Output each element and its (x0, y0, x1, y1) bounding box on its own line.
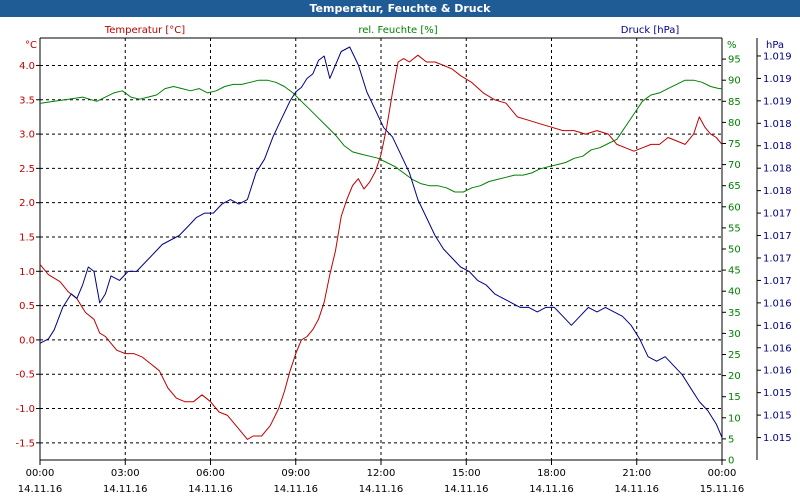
hum-tick-label: 95 (728, 55, 741, 66)
temp-tick-label: -1.0 (15, 404, 35, 415)
grid (40, 38, 722, 460)
x-tick-label-time: 12:00 (367, 468, 396, 479)
x-tick-label-date: 14.11.16 (273, 484, 318, 495)
hum-tick-label: 40 (728, 287, 741, 298)
press-tick-label: 1.019 (763, 74, 792, 85)
hum-tick-label: 60 (728, 202, 741, 213)
press-tick-label: 1.019 (763, 96, 792, 107)
x-tick-label-date: 14.11.16 (188, 484, 233, 495)
press-tick-label: 1.017 (763, 253, 792, 264)
press-tick-label: 1.018 (763, 164, 792, 175)
hum-tick-label: 65 (728, 181, 741, 192)
press-tick-label: 1.015 (763, 388, 792, 399)
x-tick-label-time: 09:00 (281, 468, 310, 479)
hum-tick-label: 45 (728, 266, 741, 277)
hum-tick-label: 5 (728, 434, 734, 445)
press-tick-label: 1.017 (763, 209, 792, 220)
x-tick-label-date: 14.11.16 (359, 484, 404, 495)
temp-tick-label: 0.0 (19, 335, 35, 346)
press-tick-label: 1.018 (763, 186, 792, 197)
x-tick-label-time: 18:00 (537, 468, 566, 479)
x-tick-label-time: 03:00 (111, 468, 140, 479)
x-tick-label-date: 14.11.16 (444, 484, 489, 495)
temp-axis-unit: °C (25, 40, 37, 51)
temp-tick-label: 4.0 (19, 61, 35, 72)
plot-frame (39, 37, 758, 461)
hum-tick-label: 55 (728, 223, 741, 234)
temp-axis-title: Temperatur [°C] (104, 25, 185, 36)
hum-tick-label: 80 (728, 118, 741, 129)
x-tick-label-time: 15:00 (452, 468, 481, 479)
press-axis-unit: hPa (766, 40, 784, 51)
temp-tick-label: 1.5 (19, 232, 35, 243)
press-tick-label: 1.016 (763, 343, 792, 354)
temp-tick-label: 1.0 (19, 267, 35, 278)
temp-tick-label: 3.5 (19, 95, 35, 106)
press-tick-label: 1.016 (763, 298, 792, 309)
press-tick-label: 1.017 (763, 276, 792, 287)
x-tick-label-date: 14.11.16 (614, 484, 659, 495)
series-lines (39, 46, 723, 440)
chart-title: Temperatur, Feuchte & Druck (0, 0, 800, 17)
hum-tick-label: 25 (728, 350, 741, 361)
press-tick-label: 1.016 (763, 321, 792, 332)
hum-tick-label: 30 (728, 329, 741, 340)
x-tick-label-date: 15.11.16 (700, 484, 745, 495)
press-tick-label: 1.017 (763, 231, 792, 242)
hum-axis-title: rel. Feuchte [%] (358, 25, 437, 36)
series-line-press (39, 46, 723, 438)
press-tick-label: 1.016 (763, 366, 792, 377)
hum-tick-label: 75 (728, 139, 741, 150)
press-axis-title: Druck [hPa] (621, 25, 680, 36)
axes: 00:00 14.11.16 03:00 14.11.16 06:00 14.11.16 0… (15, 25, 791, 495)
hum-axis-unit: % (727, 40, 737, 51)
x-tick-label-time: 00:00 (708, 468, 737, 479)
hum-tick-label: 0 (728, 456, 734, 467)
press-tick-label: 1.019 (763, 51, 792, 62)
series-line-temp (39, 54, 723, 440)
press-tick-label: 1.015 (763, 433, 792, 444)
temp-tick-label: 0.5 (19, 301, 35, 312)
hum-tick-label: 70 (728, 160, 741, 171)
series-line-hum (39, 79, 722, 193)
press-tick-label: 1.018 (763, 119, 792, 130)
x-tick-label-time: 00:00 (26, 468, 55, 479)
hum-tick-label: 20 (728, 371, 741, 382)
press-tick-label: 1.015 (763, 411, 792, 422)
temp-tick-label: -1.5 (15, 438, 35, 449)
hum-tick-label: 15 (728, 392, 741, 403)
hum-tick-label: 85 (728, 97, 741, 108)
temp-tick-label: 2.0 (19, 198, 35, 209)
temp-tick-label: -0.5 (15, 370, 35, 381)
hum-tick-label: 10 (728, 413, 741, 424)
hum-tick-label: 35 (728, 308, 741, 319)
hum-tick-label: 90 (728, 76, 741, 87)
x-tick-label-time: 21:00 (622, 468, 651, 479)
x-tick-label-date: 14.11.16 (529, 484, 574, 495)
temp-tick-label: 3.0 (19, 130, 35, 141)
x-tick-label-date: 14.11.16 (18, 484, 63, 495)
press-tick-label: 1.018 (763, 141, 792, 152)
temp-tick-label: 2.5 (19, 164, 35, 175)
x-tick-label-time: 06:00 (196, 468, 225, 479)
hum-tick-label: 50 (728, 245, 741, 256)
x-tick-label-date: 14.11.16 (103, 484, 148, 495)
